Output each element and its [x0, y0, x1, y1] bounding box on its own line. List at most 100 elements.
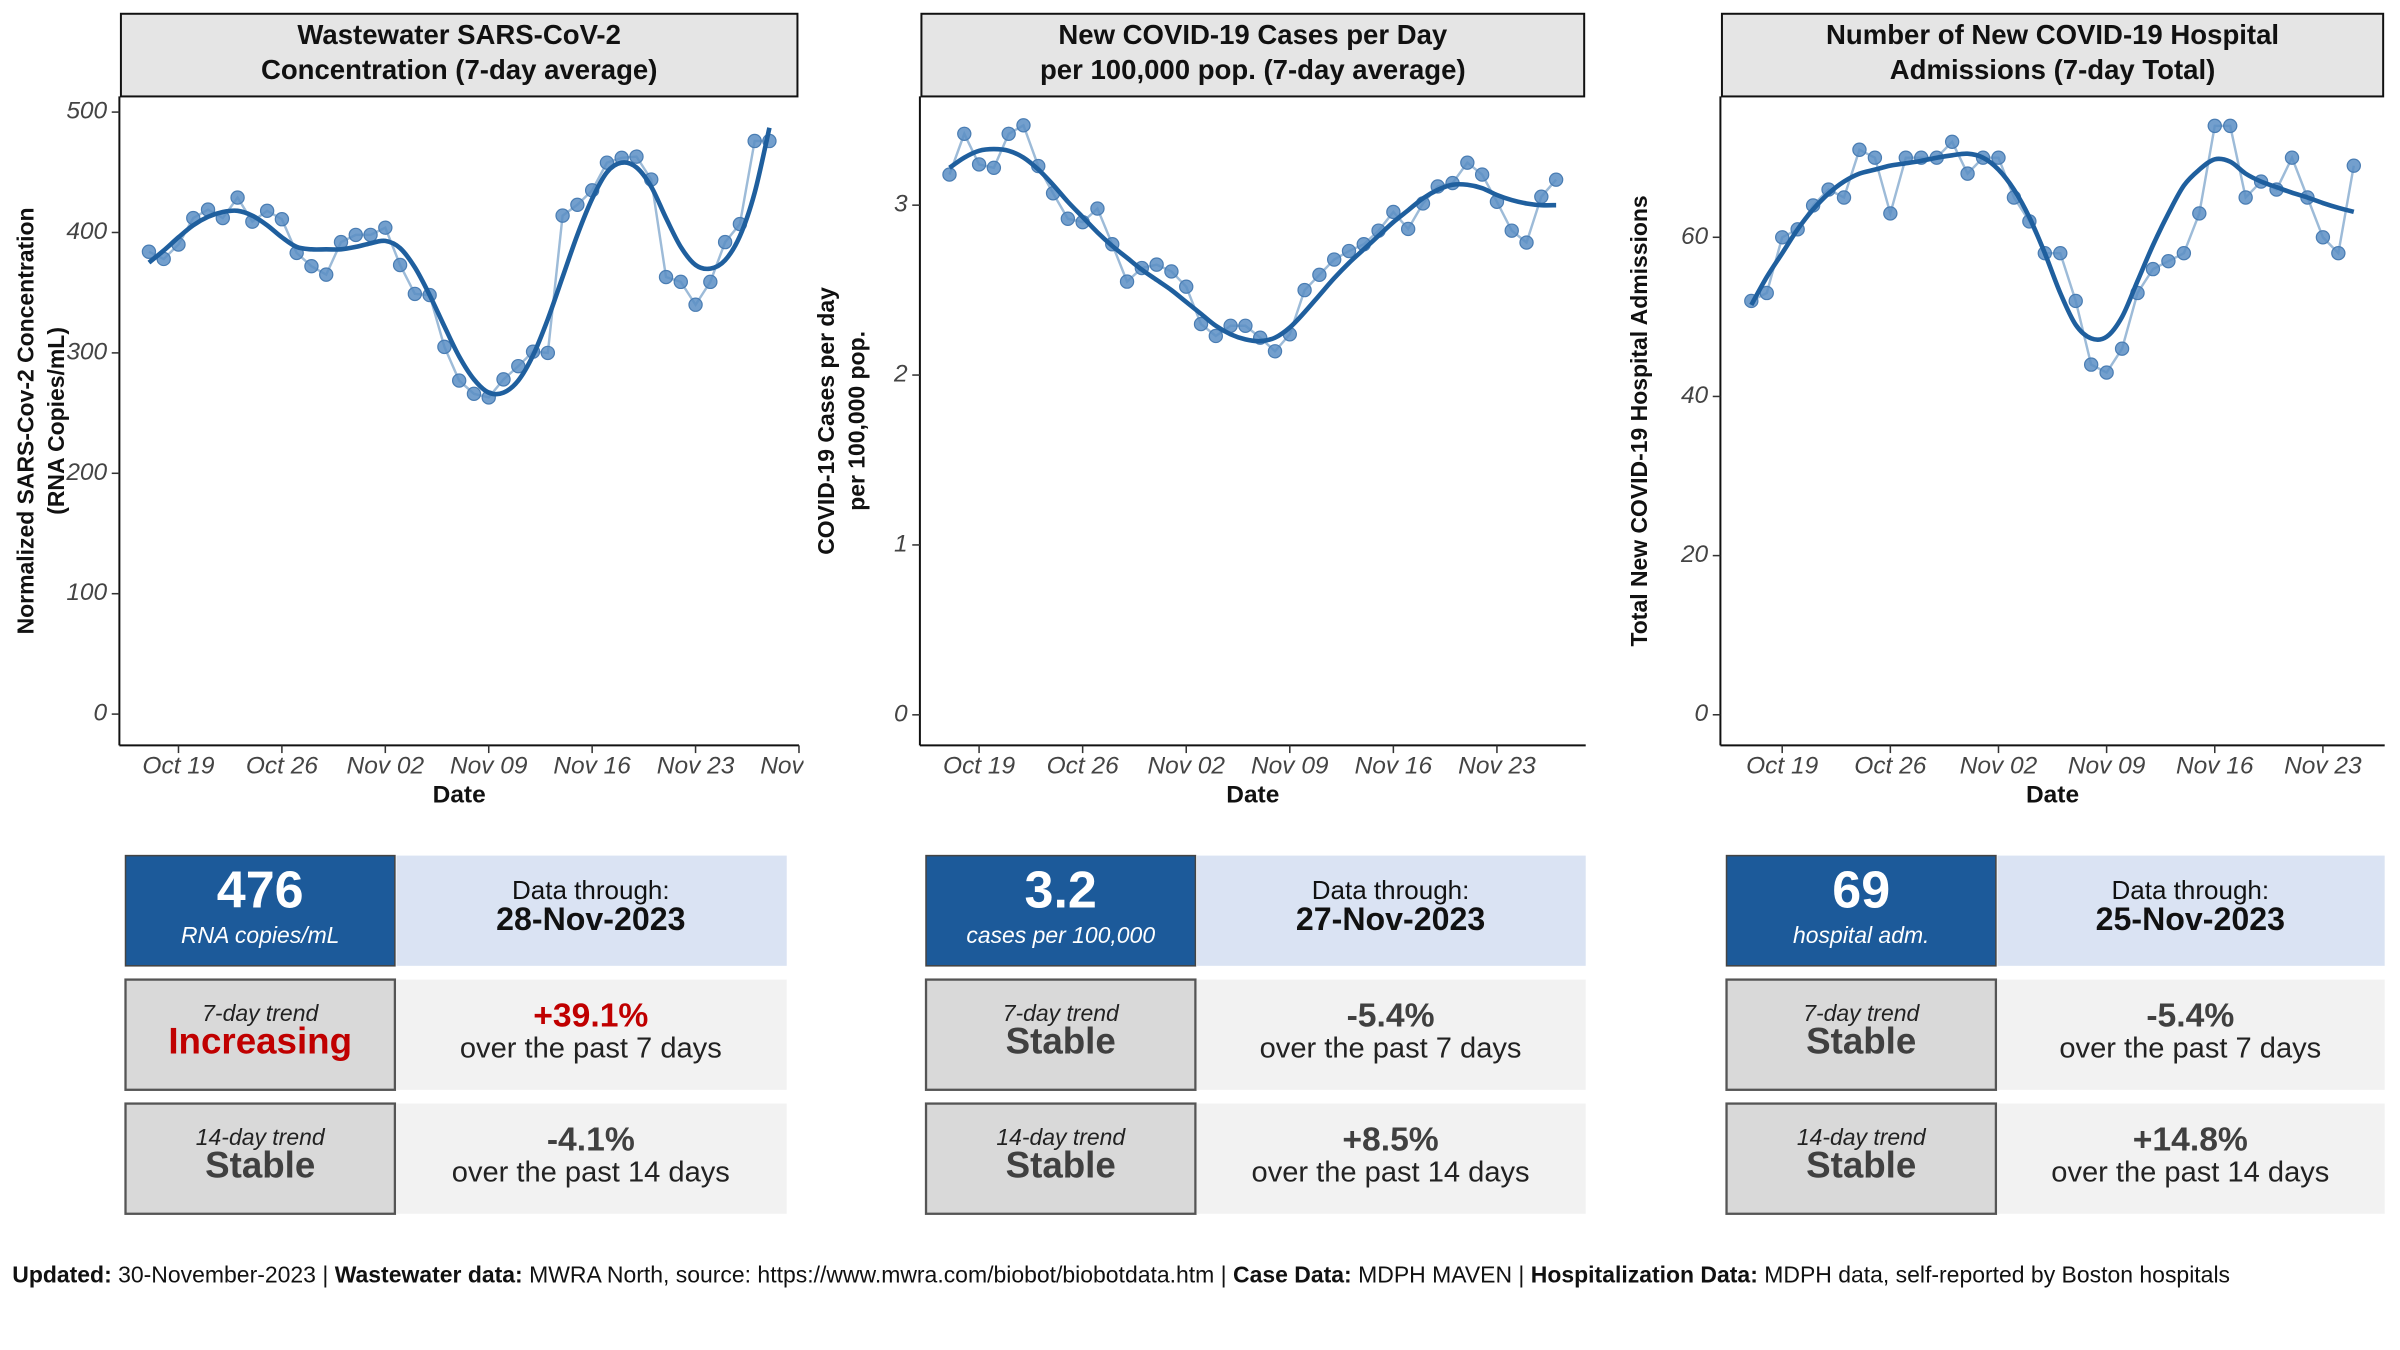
unit: hospital adm. — [1793, 922, 1929, 948]
data-point — [2068, 293, 2083, 309]
y-tick-label: 20 — [1680, 541, 1709, 568]
data-point — [2114, 341, 2130, 356]
title-box — [920, 12, 1586, 98]
change-box — [396, 1103, 787, 1214]
footer-label: Updated: — [12, 1262, 112, 1289]
trend-line — [1749, 151, 2355, 342]
x-axis-title: Date — [433, 781, 486, 808]
data-point — [1991, 150, 2006, 165]
x-axis-title: Date — [1226, 781, 1279, 808]
chart-title: New COVID-19 Cases per Day — [1058, 19, 1448, 50]
x-tick-label: Nov 16 — [2176, 752, 2254, 779]
x-tick-label: Oct 19 — [943, 752, 1015, 779]
value: 3.2 — [1025, 862, 1097, 920]
trend-box — [1725, 1102, 1998, 1215]
data-point — [319, 267, 334, 282]
trend-period: over the past 14 days — [452, 1157, 730, 1189]
x-tick-label: Nov 23 — [2284, 752, 2362, 779]
data-point — [1775, 230, 1790, 245]
value: 69 — [1832, 862, 1890, 920]
trend-label: 14-day trend — [196, 1124, 326, 1150]
x-tick-label: Nov 02 — [1147, 752, 1225, 779]
data-point — [703, 274, 718, 290]
change-box — [1997, 1103, 2385, 1214]
data-point — [1883, 206, 1898, 221]
unit: RNA copies/mL — [181, 922, 340, 948]
x-tick-label: Oct 19 — [142, 752, 214, 779]
data-point — [1326, 252, 1342, 267]
data-point — [1208, 328, 1224, 344]
footer-box: Updated: 30-November-2023 | Wastewater d… — [12, 1262, 2231, 1289]
trend-line — [147, 127, 772, 397]
footer-label: Hospitalization Data: — [1530, 1262, 1758, 1289]
data-point — [2223, 118, 2238, 134]
date-box — [1196, 855, 1586, 966]
data-point — [2192, 206, 2207, 221]
data-point — [2315, 230, 2331, 245]
data-point — [555, 208, 570, 223]
y-axis-title: COVID-19 Cases per day — [813, 287, 839, 555]
y-tick-label: 0 — [1695, 700, 1709, 727]
value: 476 — [217, 862, 304, 920]
data-point — [2331, 246, 2346, 261]
data-point — [1119, 274, 1135, 289]
y-tick-label: 40 — [1681, 382, 1709, 409]
data-point — [1548, 172, 1564, 187]
y-tick-label: 300 — [66, 338, 107, 365]
data-point — [717, 234, 733, 250]
trend-line — [948, 146, 1557, 344]
trend-label: 7-day trend — [1803, 1000, 1920, 1026]
trend-label: 14-day trend — [1797, 1124, 1927, 1150]
date-box — [1997, 855, 2385, 966]
y-tick-label: 400 — [66, 218, 107, 245]
chart-title: Admissions (7-day Total) — [1890, 54, 2216, 85]
trend-change: +14.8% — [2133, 1122, 2248, 1159]
data-point — [1238, 318, 1253, 333]
change-box — [396, 979, 787, 1090]
data-point — [1460, 155, 1475, 170]
data-point — [942, 167, 957, 182]
chart-title: Wastewater SARS-CoV-2 — [297, 19, 621, 50]
data-point — [2161, 253, 2176, 269]
data-point — [511, 358, 526, 374]
trend-status: Stable — [1006, 1145, 1116, 1186]
x-tick-label: Nov 16 — [1355, 752, 1433, 779]
data-point — [451, 373, 467, 388]
unit: cases per 100,000 — [966, 922, 1155, 948]
trend-period: over the past 7 days — [1260, 1033, 1522, 1065]
footer-separator: | — [1220, 1262, 1227, 1289]
data-point — [1341, 243, 1357, 259]
data-point — [1149, 257, 1164, 272]
data-point — [1400, 221, 1416, 237]
y-tick-label: 0 — [94, 700, 108, 727]
y-axis-title: Total New COVID-19 Hospital Admissions — [1626, 195, 1652, 646]
through-date: 27-Nov-2023 — [1296, 901, 1485, 937]
value-box — [124, 854, 396, 967]
data-point — [392, 257, 408, 273]
data-point — [2145, 261, 2161, 277]
data-point — [2284, 150, 2300, 165]
footer-text: 30-November-2023 — [118, 1262, 316, 1289]
trend-period: over the past 7 days — [460, 1033, 722, 1065]
footer-label: Case Data: — [1233, 1262, 1352, 1289]
trend-box — [124, 1102, 397, 1215]
data-point — [570, 197, 585, 212]
trend-status: Stable — [1806, 1145, 1916, 1186]
chart-title: per 100,000 pop. (7-day average) — [1040, 54, 1466, 85]
footer-text: MDPH data, self-reported by Boston hospi… — [1764, 1262, 2231, 1289]
x-tick-label: Nov 09 — [450, 752, 528, 779]
data-point — [2176, 246, 2192, 261]
trend-box — [124, 978, 397, 1091]
data-point — [1386, 204, 1401, 220]
data-point — [304, 259, 319, 274]
data-point — [2207, 118, 2222, 134]
y-tick-label: 3 — [894, 191, 908, 218]
through-label: Data through: — [2111, 875, 2269, 905]
data-point — [1534, 189, 1549, 204]
footer-label: Wastewater data: — [334, 1262, 523, 1289]
data-point — [1312, 267, 1327, 283]
x-tick-label: Oct 19 — [1746, 752, 1818, 779]
trend-change: -5.4% — [1347, 998, 1435, 1035]
x-tick-label: Oct 26 — [1047, 752, 1119, 779]
